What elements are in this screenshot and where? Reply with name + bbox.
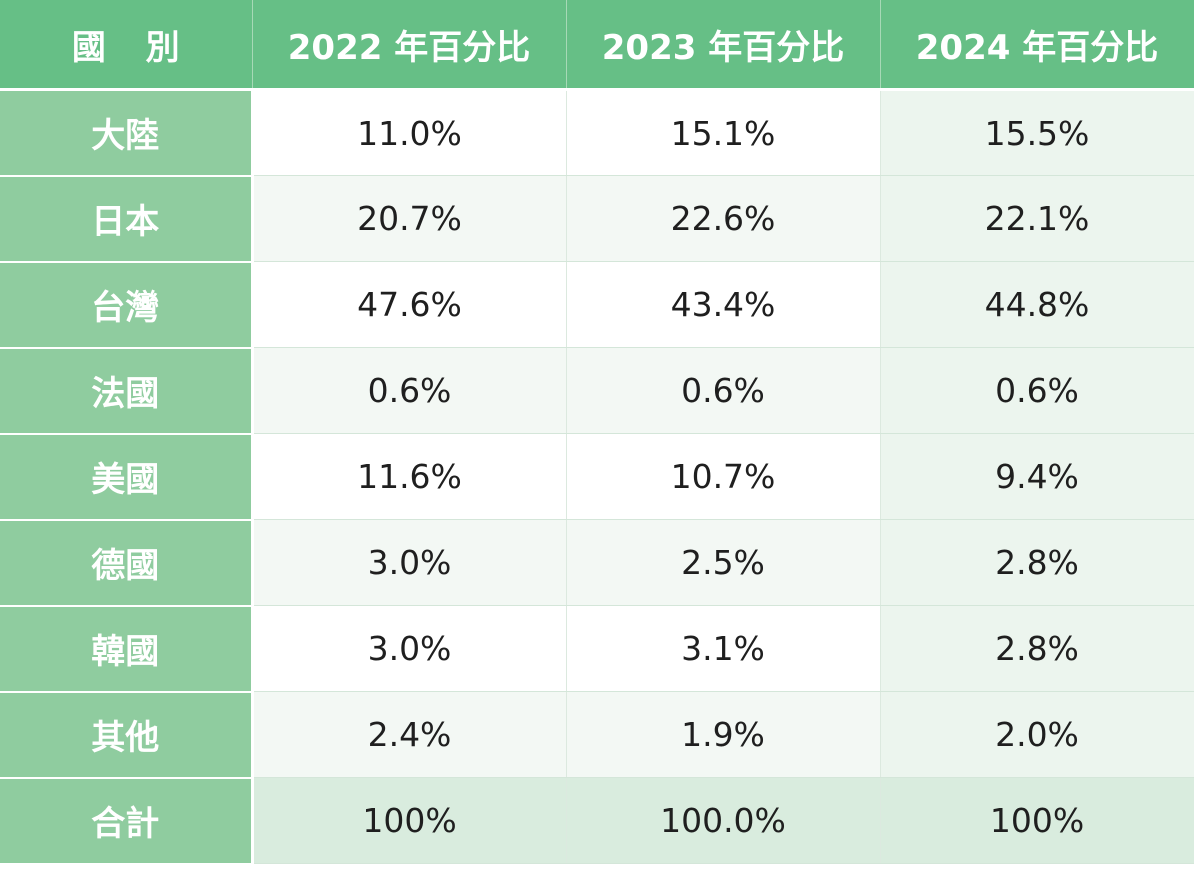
cell-2022: 11.6%	[252, 433, 567, 520]
cell-2023: 100.0%	[566, 777, 881, 864]
row-label: 台灣	[0, 261, 254, 349]
cell-2023: 1.9%	[566, 691, 881, 778]
table-row: 台灣 47.6% 43.4% 44.8%	[0, 261, 1194, 349]
cell-2022: 11.0%	[252, 89, 567, 176]
header-row: 國 別 2022 年百分比 2023 年百分比 2024 年百分比	[0, 0, 1194, 91]
cell-2022: 20.7%	[252, 175, 567, 262]
table-row: 大陸 11.0% 15.1% 15.5%	[0, 89, 1194, 177]
table-row: 德國 3.0% 2.5% 2.8%	[0, 519, 1194, 607]
cell-2023: 2.5%	[566, 519, 881, 606]
cell-2022: 3.0%	[252, 519, 567, 606]
share-table: 國 別 2022 年百分比 2023 年百分比 2024 年百分比 大陸 11.…	[0, 0, 1194, 865]
cell-2024: 9.4%	[880, 433, 1194, 520]
cell-2024: 0.6%	[880, 347, 1194, 434]
row-label: 德國	[0, 519, 254, 607]
table-header: 國 別 2022 年百分比 2023 年百分比 2024 年百分比	[0, 0, 1194, 91]
header-2023: 2023 年百分比	[566, 0, 881, 91]
row-label: 日本	[0, 175, 254, 263]
header-2022: 2022 年百分比	[252, 0, 567, 91]
table-body: 大陸 11.0% 15.1% 15.5% 日本 20.7% 22.6% 22.1…	[0, 89, 1194, 865]
cell-2023: 3.1%	[566, 605, 881, 692]
cell-2024: 2.8%	[880, 519, 1194, 606]
total-row: 合計 100% 100.0% 100%	[0, 777, 1194, 865]
row-label: 韓國	[0, 605, 254, 693]
row-label: 法國	[0, 347, 254, 435]
table-row: 日本 20.7% 22.6% 22.1%	[0, 175, 1194, 263]
table-row: 法國 0.6% 0.6% 0.6%	[0, 347, 1194, 435]
table-row: 美國 11.6% 10.7% 9.4%	[0, 433, 1194, 521]
cell-2023: 15.1%	[566, 89, 881, 176]
row-label: 其他	[0, 691, 254, 779]
cell-2024: 100%	[880, 777, 1194, 864]
header-country: 國 別	[0, 0, 253, 91]
table-row: 其他 2.4% 1.9% 2.0%	[0, 691, 1194, 779]
cell-2024: 15.5%	[880, 89, 1194, 176]
cell-2023: 43.4%	[566, 261, 881, 348]
cell-2022: 100%	[252, 777, 567, 864]
cell-2024: 2.8%	[880, 605, 1194, 692]
cell-2022: 47.6%	[252, 261, 567, 348]
cell-2024: 2.0%	[880, 691, 1194, 778]
cell-2022: 2.4%	[252, 691, 567, 778]
cell-2022: 3.0%	[252, 605, 567, 692]
row-label: 美國	[0, 433, 254, 521]
cell-2023: 10.7%	[566, 433, 881, 520]
header-2024: 2024 年百分比	[880, 0, 1194, 91]
table-row: 韓國 3.0% 3.1% 2.8%	[0, 605, 1194, 693]
cell-2023: 0.6%	[566, 347, 881, 434]
row-label: 大陸	[0, 89, 254, 177]
cell-2024: 22.1%	[880, 175, 1194, 262]
cell-2022: 0.6%	[252, 347, 567, 434]
cell-2023: 22.6%	[566, 175, 881, 262]
cell-2024: 44.8%	[880, 261, 1194, 348]
row-label: 合計	[0, 777, 254, 865]
